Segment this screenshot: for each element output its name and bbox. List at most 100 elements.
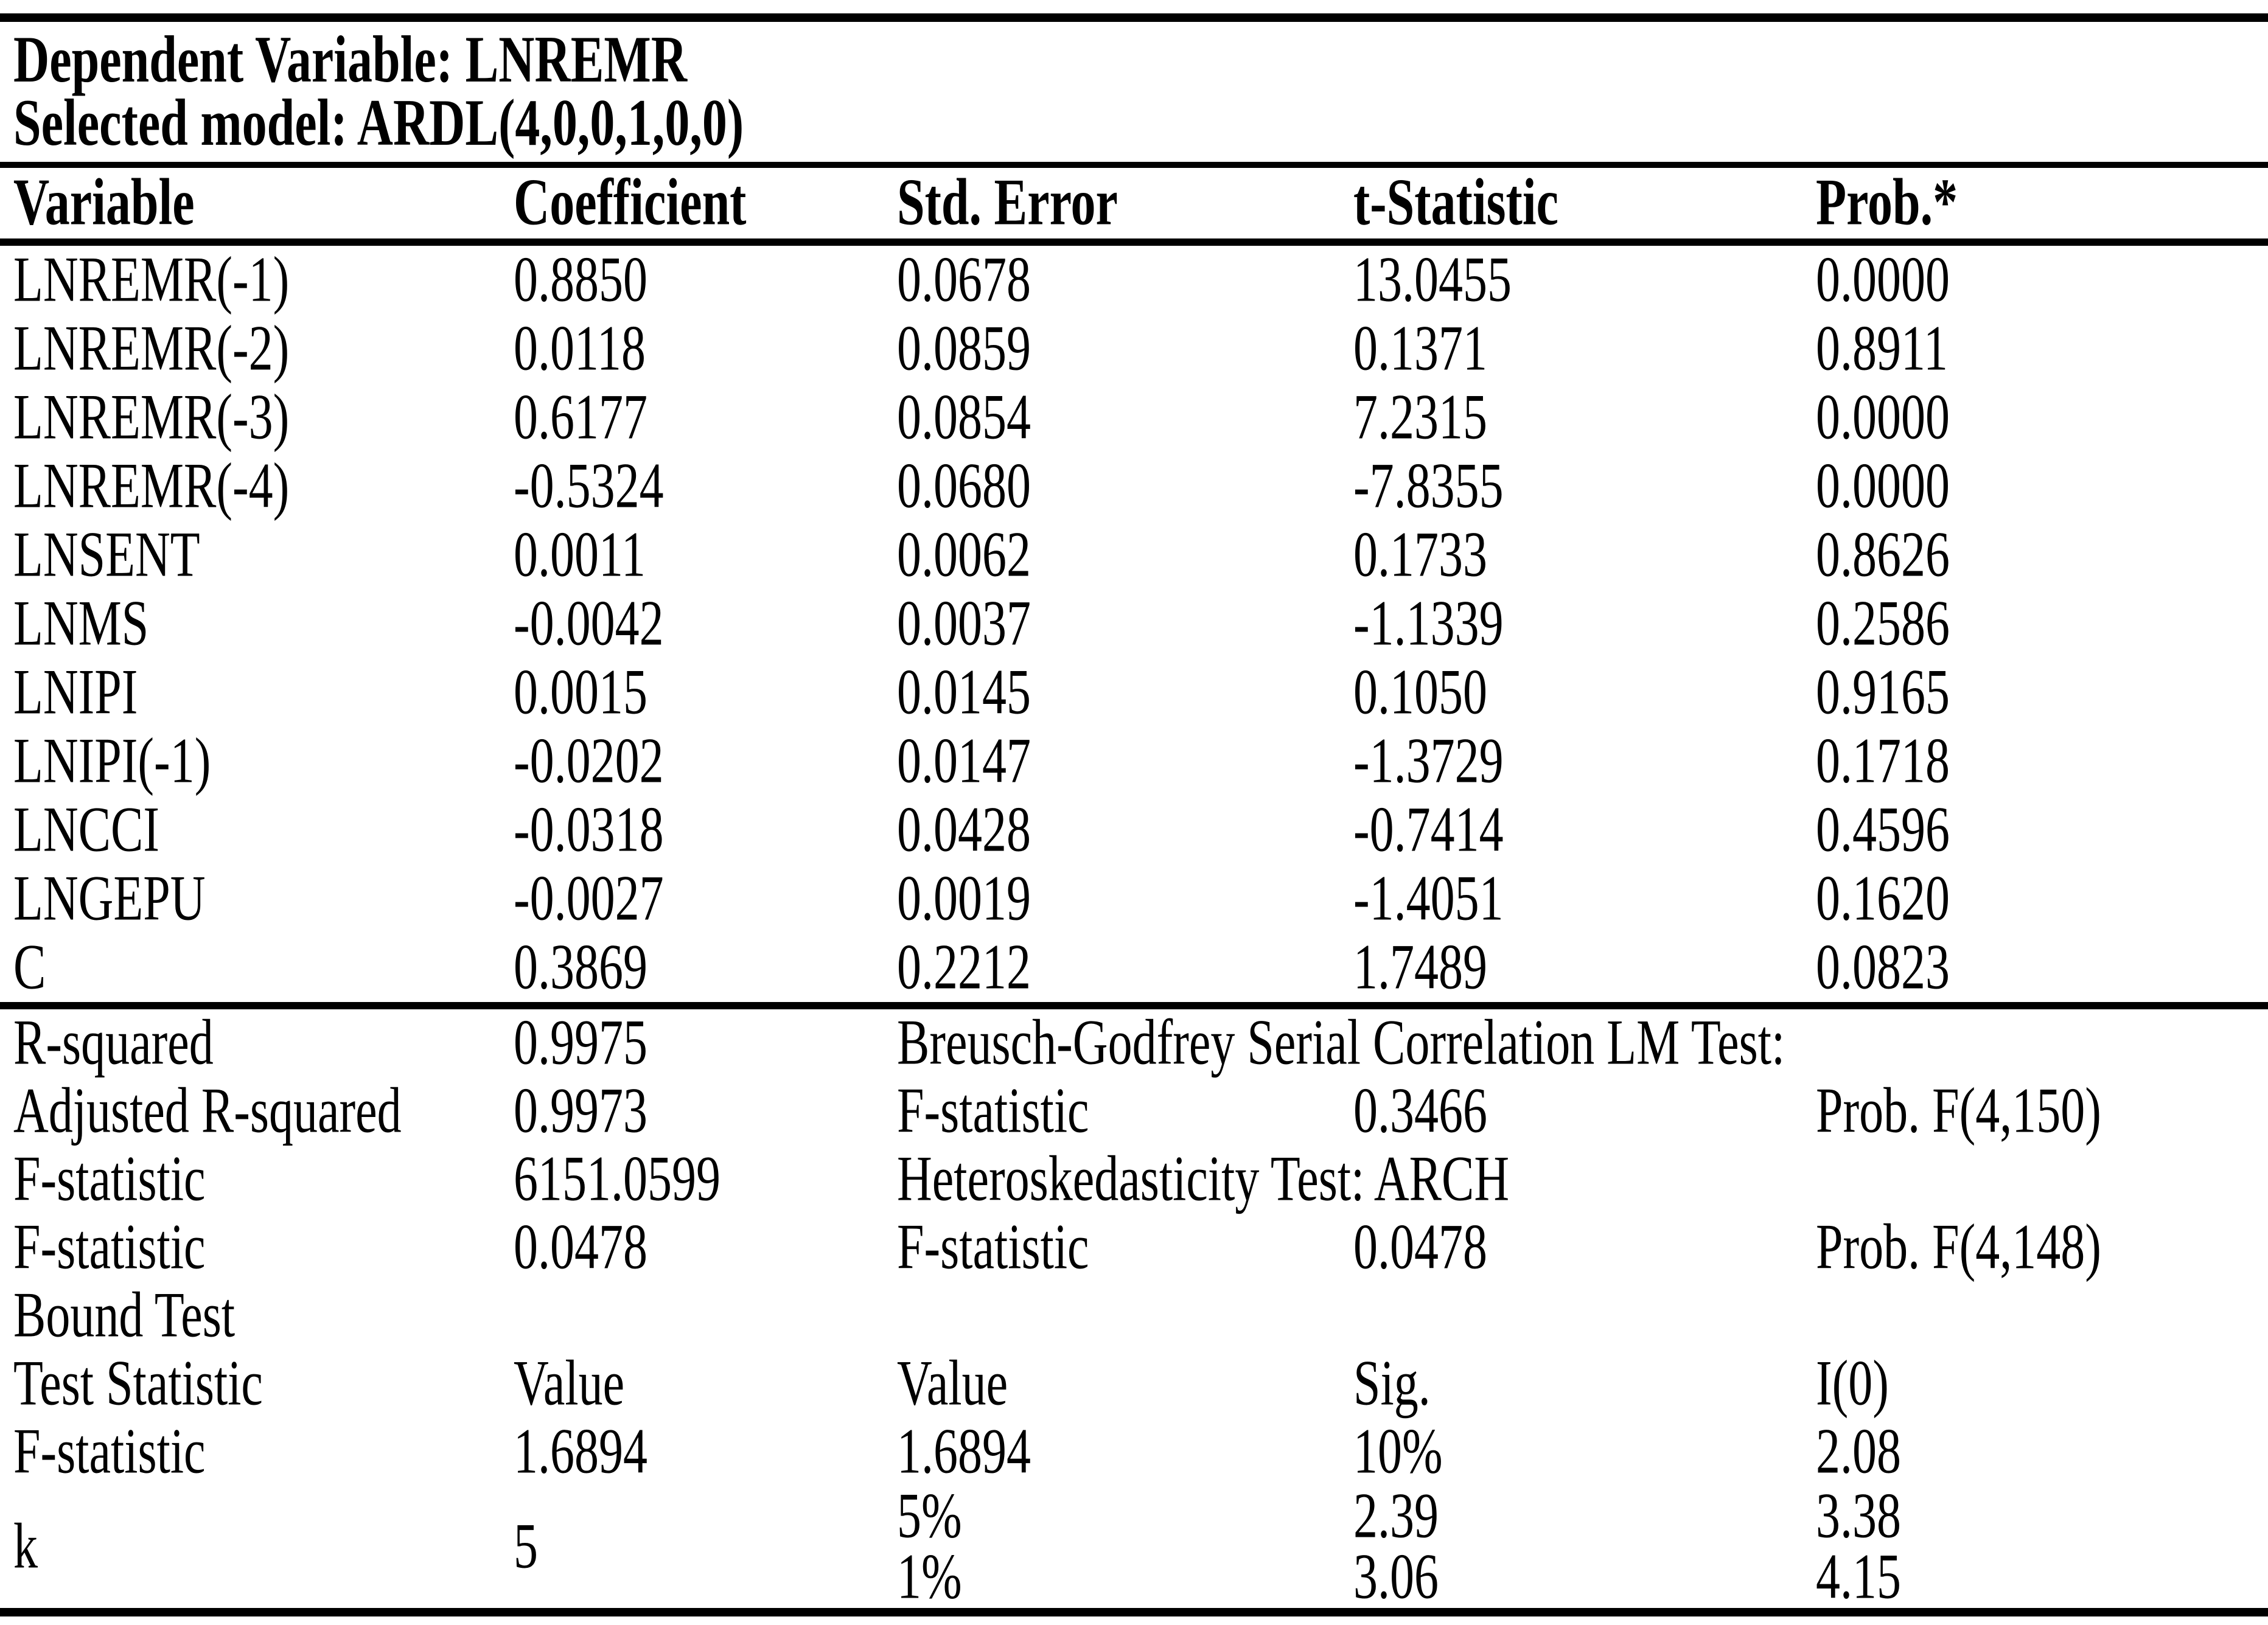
table-titles: Dependent Variable: LNREMR Selected mode… xyxy=(0,22,2268,162)
cell-text: 0.0478 xyxy=(514,1211,647,1283)
std-error-cell: 0.0062 xyxy=(884,521,1340,590)
cell-text: 13.0455 xyxy=(1353,243,1512,315)
cell-text: Test Statistic xyxy=(13,1348,263,1419)
critical-1pct-lower: 3.06 xyxy=(1340,1541,1802,1613)
cell-text: LNIPI xyxy=(13,656,138,728)
coefficient-cell: -0.0042 xyxy=(500,590,884,658)
cell-text: C xyxy=(13,931,46,1003)
std-error-cell: 0.0145 xyxy=(884,658,1340,727)
arch-f-statistic-value: 0.0478 xyxy=(1340,1214,1802,1282)
prob-cell: 0.1620 xyxy=(1802,865,2268,933)
t-statistic-cell: -1.1339 xyxy=(1340,590,1802,658)
cell-text: Value xyxy=(897,1348,1008,1419)
lm-prob-label: Prob. F(4,150) xyxy=(1802,1077,2268,1146)
prob-f-statistic-value: 0.0478 xyxy=(500,1214,884,1282)
cell-text: 0.0037 xyxy=(897,587,1031,659)
critical-1pct-upper: 4.15 xyxy=(1802,1541,2268,1613)
bound-header-i0: I(0) xyxy=(1802,1350,2268,1418)
cell-text: 1.6894 xyxy=(897,1416,1031,1488)
cell-text: 3.06 xyxy=(1353,1541,1439,1613)
coef-row-constant: C 0.3869 0.2212 1.7489 0.0823 xyxy=(0,933,2268,1006)
coef-row-lnipi: LNIPI 0.0015 0.0145 0.1050 0.9165 xyxy=(0,658,2268,727)
cell-text: 5 xyxy=(514,1511,538,1582)
bound-5pct-row: k 5 5% 2.39 3.38 xyxy=(0,1480,2268,1578)
cell-text: Sig. xyxy=(1353,1348,1431,1419)
variable-cell: LNSENT xyxy=(0,521,500,590)
cell-text: 0.0678 xyxy=(897,243,1031,315)
cell-text: 0.0428 xyxy=(897,793,1031,865)
cell-text: Bound Test xyxy=(13,1279,236,1351)
cell-text: 0.2212 xyxy=(897,931,1031,1003)
variable-cell: LNIPI(-1) xyxy=(0,727,500,796)
cell-text: 0.0859 xyxy=(897,312,1031,384)
cell-text: 0.3466 xyxy=(1353,1075,1487,1147)
bound-i0-10pct: 2.08 xyxy=(1802,1418,2268,1486)
t-statistic-cell: 0.1050 xyxy=(1340,658,1802,727)
critical-5pct-lower: 2.39 xyxy=(1340,1483,1802,1548)
cell-text: 2.08 xyxy=(1816,1416,1901,1488)
cell-text: -0.0042 xyxy=(514,587,664,659)
cell-text: 0.6177 xyxy=(514,381,647,453)
coefficient-cell: 0.0011 xyxy=(500,521,884,590)
cell-text: 0.0680 xyxy=(897,450,1031,521)
variable-cell: LNREMR(-4) xyxy=(0,452,500,521)
empty-cell xyxy=(500,1282,884,1350)
cell-text: Heteroskedasticity Test: ARCH xyxy=(897,1143,1510,1215)
cell-text: 7.2315 xyxy=(1353,381,1487,453)
r-squared-label: R-squared xyxy=(0,1002,500,1079)
cell-text: F-statistic xyxy=(897,1211,1089,1283)
t-statistic-cell: 0.1733 xyxy=(1340,521,1802,590)
variable-cell: C xyxy=(0,933,500,1006)
cell-text: Prob.* xyxy=(1816,165,1958,239)
cell-text: 0.0000 xyxy=(1816,450,1950,521)
sig-5pct-cell: 5% xyxy=(884,1480,1340,1552)
cell-text: 10% xyxy=(1353,1416,1443,1488)
cell-text: 4.15 xyxy=(1816,1541,1901,1613)
cell-text: -0.0027 xyxy=(514,862,664,934)
cell-text: Coefficient xyxy=(514,165,747,239)
col-header-variable: Variable xyxy=(0,162,500,246)
cell-text: k xyxy=(13,1511,38,1582)
prob-cell: 0.2586 xyxy=(1802,590,2268,658)
prob-f-statistic-row: F-statistic 0.0478 F-statistic 0.0478 Pr… xyxy=(0,1214,2268,1282)
std-error-cell: 0.0147 xyxy=(884,727,1340,796)
cell-text: -0.5324 xyxy=(514,450,664,521)
cell-text: 0.3869 xyxy=(514,931,647,1003)
t-statistic-cell: 7.2315 xyxy=(1340,383,1802,452)
coefficient-cell: 0.0118 xyxy=(500,315,884,383)
prob-f-statistic-label: F-statistic xyxy=(0,1214,500,1282)
coef-row-lnms: LNMS -0.0042 0.0037 -1.1339 0.2586 xyxy=(0,590,2268,658)
cell-text: -0.0318 xyxy=(514,793,664,865)
bound-test-header-row: Test Statistic Value Value Sig. I(0) xyxy=(0,1350,2268,1418)
bound-sig-10pct: 10% xyxy=(1340,1418,1802,1486)
t-statistic-cell: 1.7489 xyxy=(1340,933,1802,1006)
cell-text: 0.0000 xyxy=(1816,243,1950,315)
variable-cell: LNMS xyxy=(0,590,500,658)
cell-text: LNCCI xyxy=(13,793,159,865)
cell-text: LNSENT xyxy=(13,518,200,590)
t-statistic-cell: -0.7414 xyxy=(1340,796,1802,865)
cell-text: Adjusted R-squared xyxy=(13,1075,402,1147)
f-statistic-label: F-statistic xyxy=(0,1146,500,1214)
bound-test-section-row: Bound Test xyxy=(0,1282,2268,1350)
top-rule xyxy=(0,13,2268,22)
cell-text: 0.9975 xyxy=(514,1007,647,1079)
coef-row-lnsent: LNSENT 0.0011 0.0062 0.1733 0.8626 xyxy=(0,521,2268,590)
cell-text: 6151.0599 xyxy=(514,1143,721,1215)
coef-row-lnipi-1: LNIPI(-1) -0.0202 0.0147 -1.3729 0.1718 xyxy=(0,727,2268,796)
cell-text: 1.7489 xyxy=(1353,931,1487,1003)
bound-1pct-row: 1% 3.06 4.15 xyxy=(0,1541,2268,1613)
cell-text: 0.0478 xyxy=(1353,1211,1487,1283)
cell-text: Variable xyxy=(13,165,195,239)
cell-text: R-squared xyxy=(13,1007,214,1079)
std-error-cell: 0.0678 xyxy=(884,242,1340,315)
variable-cell: LNCCI xyxy=(0,796,500,865)
lm-f-statistic-label: F-statistic xyxy=(884,1077,1340,1146)
cell-text: 0.2586 xyxy=(1816,587,1950,659)
cell-text: 5% xyxy=(897,1480,962,1552)
col-header-prob: Prob.* xyxy=(1802,162,2268,246)
cell-text: 0.0019 xyxy=(897,862,1031,934)
cell-text: LNGEPU xyxy=(13,862,206,934)
cell-text: LNMS xyxy=(13,587,149,659)
